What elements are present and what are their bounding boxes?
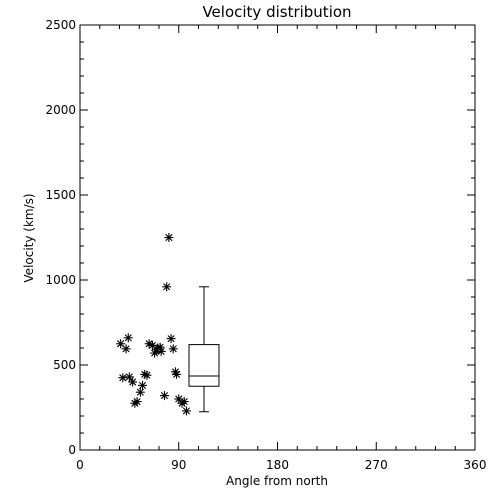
data-point: [128, 377, 138, 387]
x-tick-label: 90: [171, 458, 186, 472]
y-tick-label: 2500: [45, 18, 76, 32]
data-point-stroke: [138, 381, 147, 389]
data-point-stroke: [163, 283, 171, 291]
x-tick-label: 360: [464, 458, 487, 472]
data-point-stroke: [165, 233, 173, 242]
data-point: [132, 397, 142, 407]
data-point: [164, 233, 174, 242]
data-point-stroke: [129, 378, 137, 386]
boxplot: [188, 286, 220, 413]
data-point: [162, 282, 172, 292]
data-point: [159, 391, 169, 401]
plot-frame: [79, 24, 476, 451]
data-point: [118, 373, 128, 383]
boxplot-box: [188, 344, 220, 387]
x-axis-title: Angle from north: [226, 474, 328, 488]
y-axis: 0 500 1000 1500 2000 2500: [45, 18, 475, 457]
x-tick-label: 0: [76, 458, 84, 472]
y-tick-label: 1500: [45, 188, 76, 202]
data-point-stroke: [124, 334, 132, 342]
data-point-stroke: [160, 392, 169, 400]
chart-title: Velocity distribution: [202, 3, 351, 21]
data-point: [156, 346, 166, 356]
data-point-stroke: [148, 341, 156, 350]
data-point-stroke: [167, 335, 175, 343]
y-tick-label: 1000: [45, 273, 76, 287]
y-tick-label: 0: [68, 443, 76, 457]
y-tick-label: 500: [53, 358, 76, 372]
data-point: [166, 334, 176, 344]
data-point: [123, 333, 133, 343]
x-tick-label: 270: [365, 458, 388, 472]
data-point-stroke: [172, 370, 181, 378]
data-point-stroke: [117, 340, 125, 348]
data-point-stroke: [182, 407, 191, 415]
data-point: [179, 397, 189, 407]
y-tick-label: 2000: [45, 103, 76, 117]
data-point-stroke: [175, 395, 183, 403]
data-point-stroke: [143, 371, 151, 379]
data-point-stroke: [180, 397, 188, 406]
data-point: [172, 369, 182, 379]
x-tick-label: 180: [266, 458, 289, 472]
x-axis: 0 90 180 270 360: [76, 25, 486, 472]
data-point-stroke: [169, 345, 177, 353]
data-point: [142, 370, 152, 380]
data-point-stroke: [156, 343, 164, 351]
data-point-stroke: [145, 340, 153, 348]
data-point-stroke: [157, 347, 165, 355]
data-point: [138, 380, 148, 390]
data-point: [121, 344, 131, 354]
data-point-stroke: [136, 388, 144, 396]
data-point: [135, 387, 145, 397]
y-axis-title: Velocity (km/s): [22, 193, 36, 282]
data-point-stroke: [122, 345, 130, 353]
data-point-stroke: [119, 374, 127, 382]
scatter-series: [116, 233, 191, 416]
data-point: [124, 372, 134, 382]
data-point: [168, 344, 178, 354]
data-point-stroke: [133, 397, 141, 406]
data-point: [181, 406, 191, 416]
data-point-stroke: [125, 373, 133, 381]
